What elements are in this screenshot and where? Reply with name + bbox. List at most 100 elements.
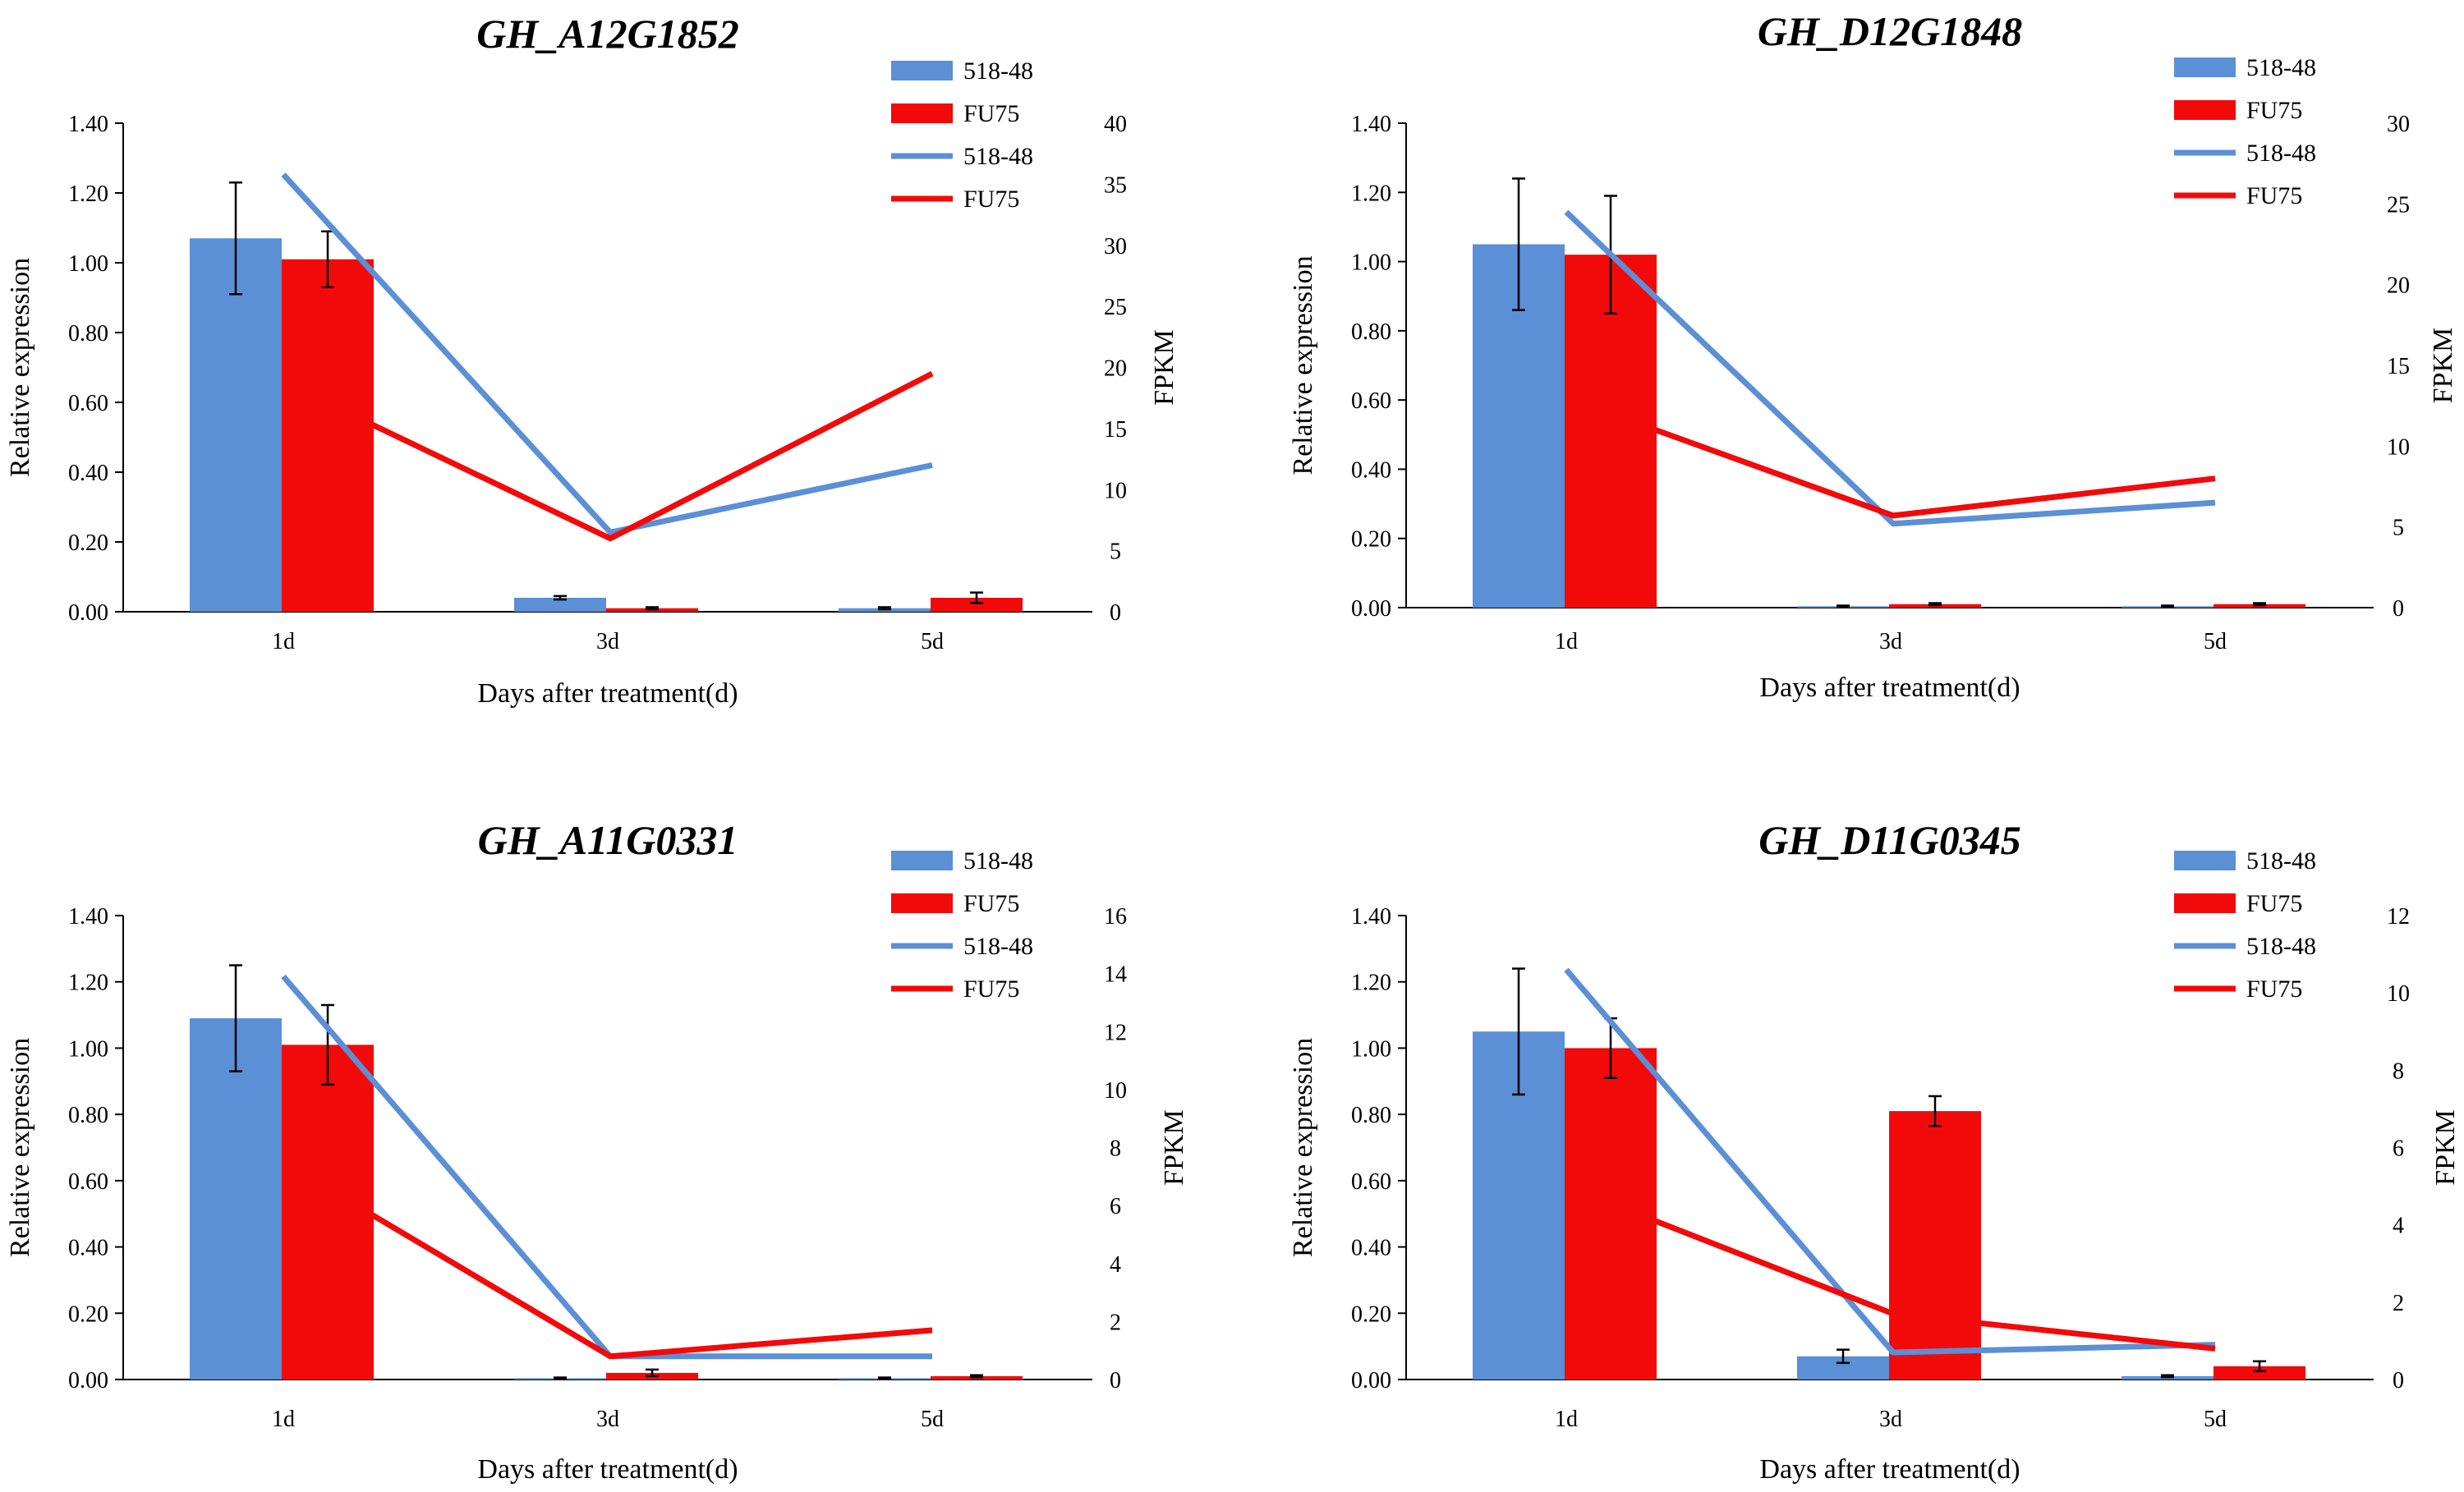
- line-fu75: [282, 370, 934, 542]
- legend-label: FU75: [2246, 976, 2302, 1003]
- y-tick-label: 0.80: [68, 1103, 108, 1128]
- chart-panel-1: GH_A12G1852 0.00 0.20 0.40 0.60 0.80 1.00 1.20 1…: [5, 11, 1179, 709]
- y-axis-title: Relative expression: [5, 1038, 35, 1257]
- y-tick-label: 0.40: [1351, 1236, 1391, 1261]
- y2-tick-label: 10: [2387, 434, 2410, 460]
- bar-518-48-1d: [190, 1018, 282, 1380]
- y2-tick-label: 6: [2393, 1136, 2404, 1162]
- x-tick-label: 5d: [921, 629, 944, 654]
- x-tick-label: 5d: [2204, 629, 2227, 654]
- x-tick-label: 3d: [596, 1407, 619, 1432]
- y-tick-label: 1.20: [1351, 181, 1391, 206]
- y-tick-label: 0.60: [1351, 1169, 1391, 1195]
- legend-swatch-bar: [2174, 893, 2236, 913]
- line-518-48: [1564, 967, 2216, 1356]
- line-518-48: [281, 172, 933, 535]
- y2-axis-title: FPKM: [2428, 328, 2458, 404]
- y2-tick-label: 4: [2393, 1214, 2404, 1239]
- legend-label: FU75: [963, 976, 1019, 1003]
- y-tick-label: 0.00: [68, 600, 108, 626]
- y-tick-label: 1.20: [68, 181, 108, 207]
- legend-label: 518-48: [2246, 140, 2316, 167]
- legend-label: FU75: [2246, 890, 2302, 917]
- x-tick-label: 3d: [1879, 1407, 1902, 1432]
- x-tick-label: 3d: [596, 629, 619, 654]
- legend-swatch-bar: [891, 893, 953, 913]
- chart-panel-4: GH_D11G0345 0.00 0.20 0.40 0.60 0.80 1.00 1.20 1…: [1288, 817, 2461, 1485]
- y2-tick-label: 10: [1104, 1078, 1127, 1104]
- y-tick-label: 0.80: [1351, 1103, 1391, 1128]
- y-tick-label: 1.00: [68, 251, 108, 277]
- y-tick-label: 1.20: [1351, 971, 1391, 996]
- y2-tick-label: 25: [2387, 192, 2410, 218]
- legend-label: 518-48: [963, 847, 1033, 875]
- y2-tick-label: 0: [2393, 596, 2404, 622]
- y2-tick-label: 6: [1110, 1194, 1121, 1219]
- chart-title: GH_A11G0331: [478, 817, 738, 863]
- y2-tick-label: 25: [1104, 295, 1127, 320]
- y-tick-label: 1.40: [1351, 904, 1391, 930]
- line-518-48: [1564, 209, 2216, 527]
- y2-tick-label: 15: [2387, 354, 2410, 379]
- y-axis-title: Relative expression: [1288, 255, 1318, 475]
- y2-tick-label: 8: [1110, 1136, 1121, 1162]
- x-axis-title: Days after treatment(d): [477, 1454, 738, 1485]
- bar-fu75-1d: [282, 259, 374, 612]
- bar-fu75-3d: [1889, 1111, 1981, 1380]
- legend-swatch-bar: [891, 61, 953, 80]
- y2-tick-label: 40: [1104, 112, 1127, 137]
- bar-518-48-1d: [190, 238, 282, 612]
- x-tick-label: 1d: [1555, 629, 1578, 654]
- y-tick-label: 1.40: [68, 904, 108, 930]
- legend-label: FU75: [2246, 182, 2302, 209]
- y-tick-label: 0.00: [68, 1368, 108, 1393]
- y-tick-label: 1.40: [68, 112, 108, 137]
- legend-label: 518-48: [963, 933, 1033, 960]
- legend-swatch-bar: [2174, 57, 2236, 77]
- y-tick-label: 0.80: [1351, 319, 1391, 345]
- y-tick-label: 0.00: [1351, 1368, 1391, 1393]
- y2-tick-label: 2: [2393, 1291, 2404, 1316]
- y2-tick-label: 0: [2393, 1368, 2404, 1393]
- legend-label: FU75: [963, 186, 1019, 213]
- chart-panel-2: GH_D12G1848 0.00 0.20 0.40 0.60 0.80 1.00 1.20 1…: [1288, 8, 2458, 703]
- y2-axis-title: FPKM: [1149, 329, 1179, 406]
- y-tick-label: 0.40: [68, 461, 108, 486]
- y2-axis-title: FPKM: [2430, 1109, 2461, 1186]
- y-axis-title: Relative expression: [1288, 1038, 1318, 1257]
- y2-tick-label: 35: [1104, 172, 1127, 198]
- y2-tick-label: 16: [1104, 904, 1127, 930]
- y2-tick-label: 20: [1104, 356, 1127, 382]
- line-fu75: [282, 1159, 933, 1360]
- legend-label: FU75: [2246, 97, 2302, 124]
- bar-fu75-5d: [2213, 1366, 2305, 1380]
- y2-tick-label: 0: [1110, 1368, 1121, 1393]
- y-tick-label: 0.20: [68, 530, 108, 556]
- x-tick-label: 1d: [272, 1407, 295, 1432]
- legend-label: FU75: [963, 100, 1019, 127]
- bar-fu75-5d: [931, 598, 1023, 612]
- legend-swatch-bar: [2174, 100, 2236, 120]
- chart-panel-3: GH_A11G0331 0.00 0.20 0.40 0.60 0.80 1.00 1.20 1…: [5, 817, 1189, 1485]
- y-tick-label: 0.40: [68, 1236, 108, 1261]
- y-tick-label: 0.40: [1351, 457, 1391, 483]
- y2-tick-label: 0: [1110, 600, 1121, 626]
- y2-tick-label: 5: [1110, 539, 1121, 565]
- y2-tick-label: 12: [1104, 1020, 1127, 1045]
- legend-label: 518-48: [963, 143, 1033, 170]
- legend-label: 518-48: [963, 57, 1033, 85]
- x-axis-title: Days after treatment(d): [477, 678, 738, 709]
- y2-tick-label: 30: [2387, 112, 2410, 137]
- line-fu75: [1565, 395, 2216, 519]
- y2-tick-label: 2: [1110, 1310, 1121, 1335]
- legend-swatch-bar: [891, 851, 953, 870]
- y2-tick-label: 10: [2387, 981, 2410, 1007]
- y-tick-label: 1.40: [1351, 112, 1391, 137]
- x-tick-label: 1d: [1555, 1407, 1578, 1432]
- y2-tick-label: 20: [2387, 273, 2410, 299]
- x-axis-title: Days after treatment(d): [1759, 673, 2020, 703]
- y2-tick-label: 15: [1104, 417, 1127, 443]
- x-tick-label: 5d: [921, 1407, 944, 1432]
- y2-axis-title: FPKM: [1159, 1109, 1189, 1186]
